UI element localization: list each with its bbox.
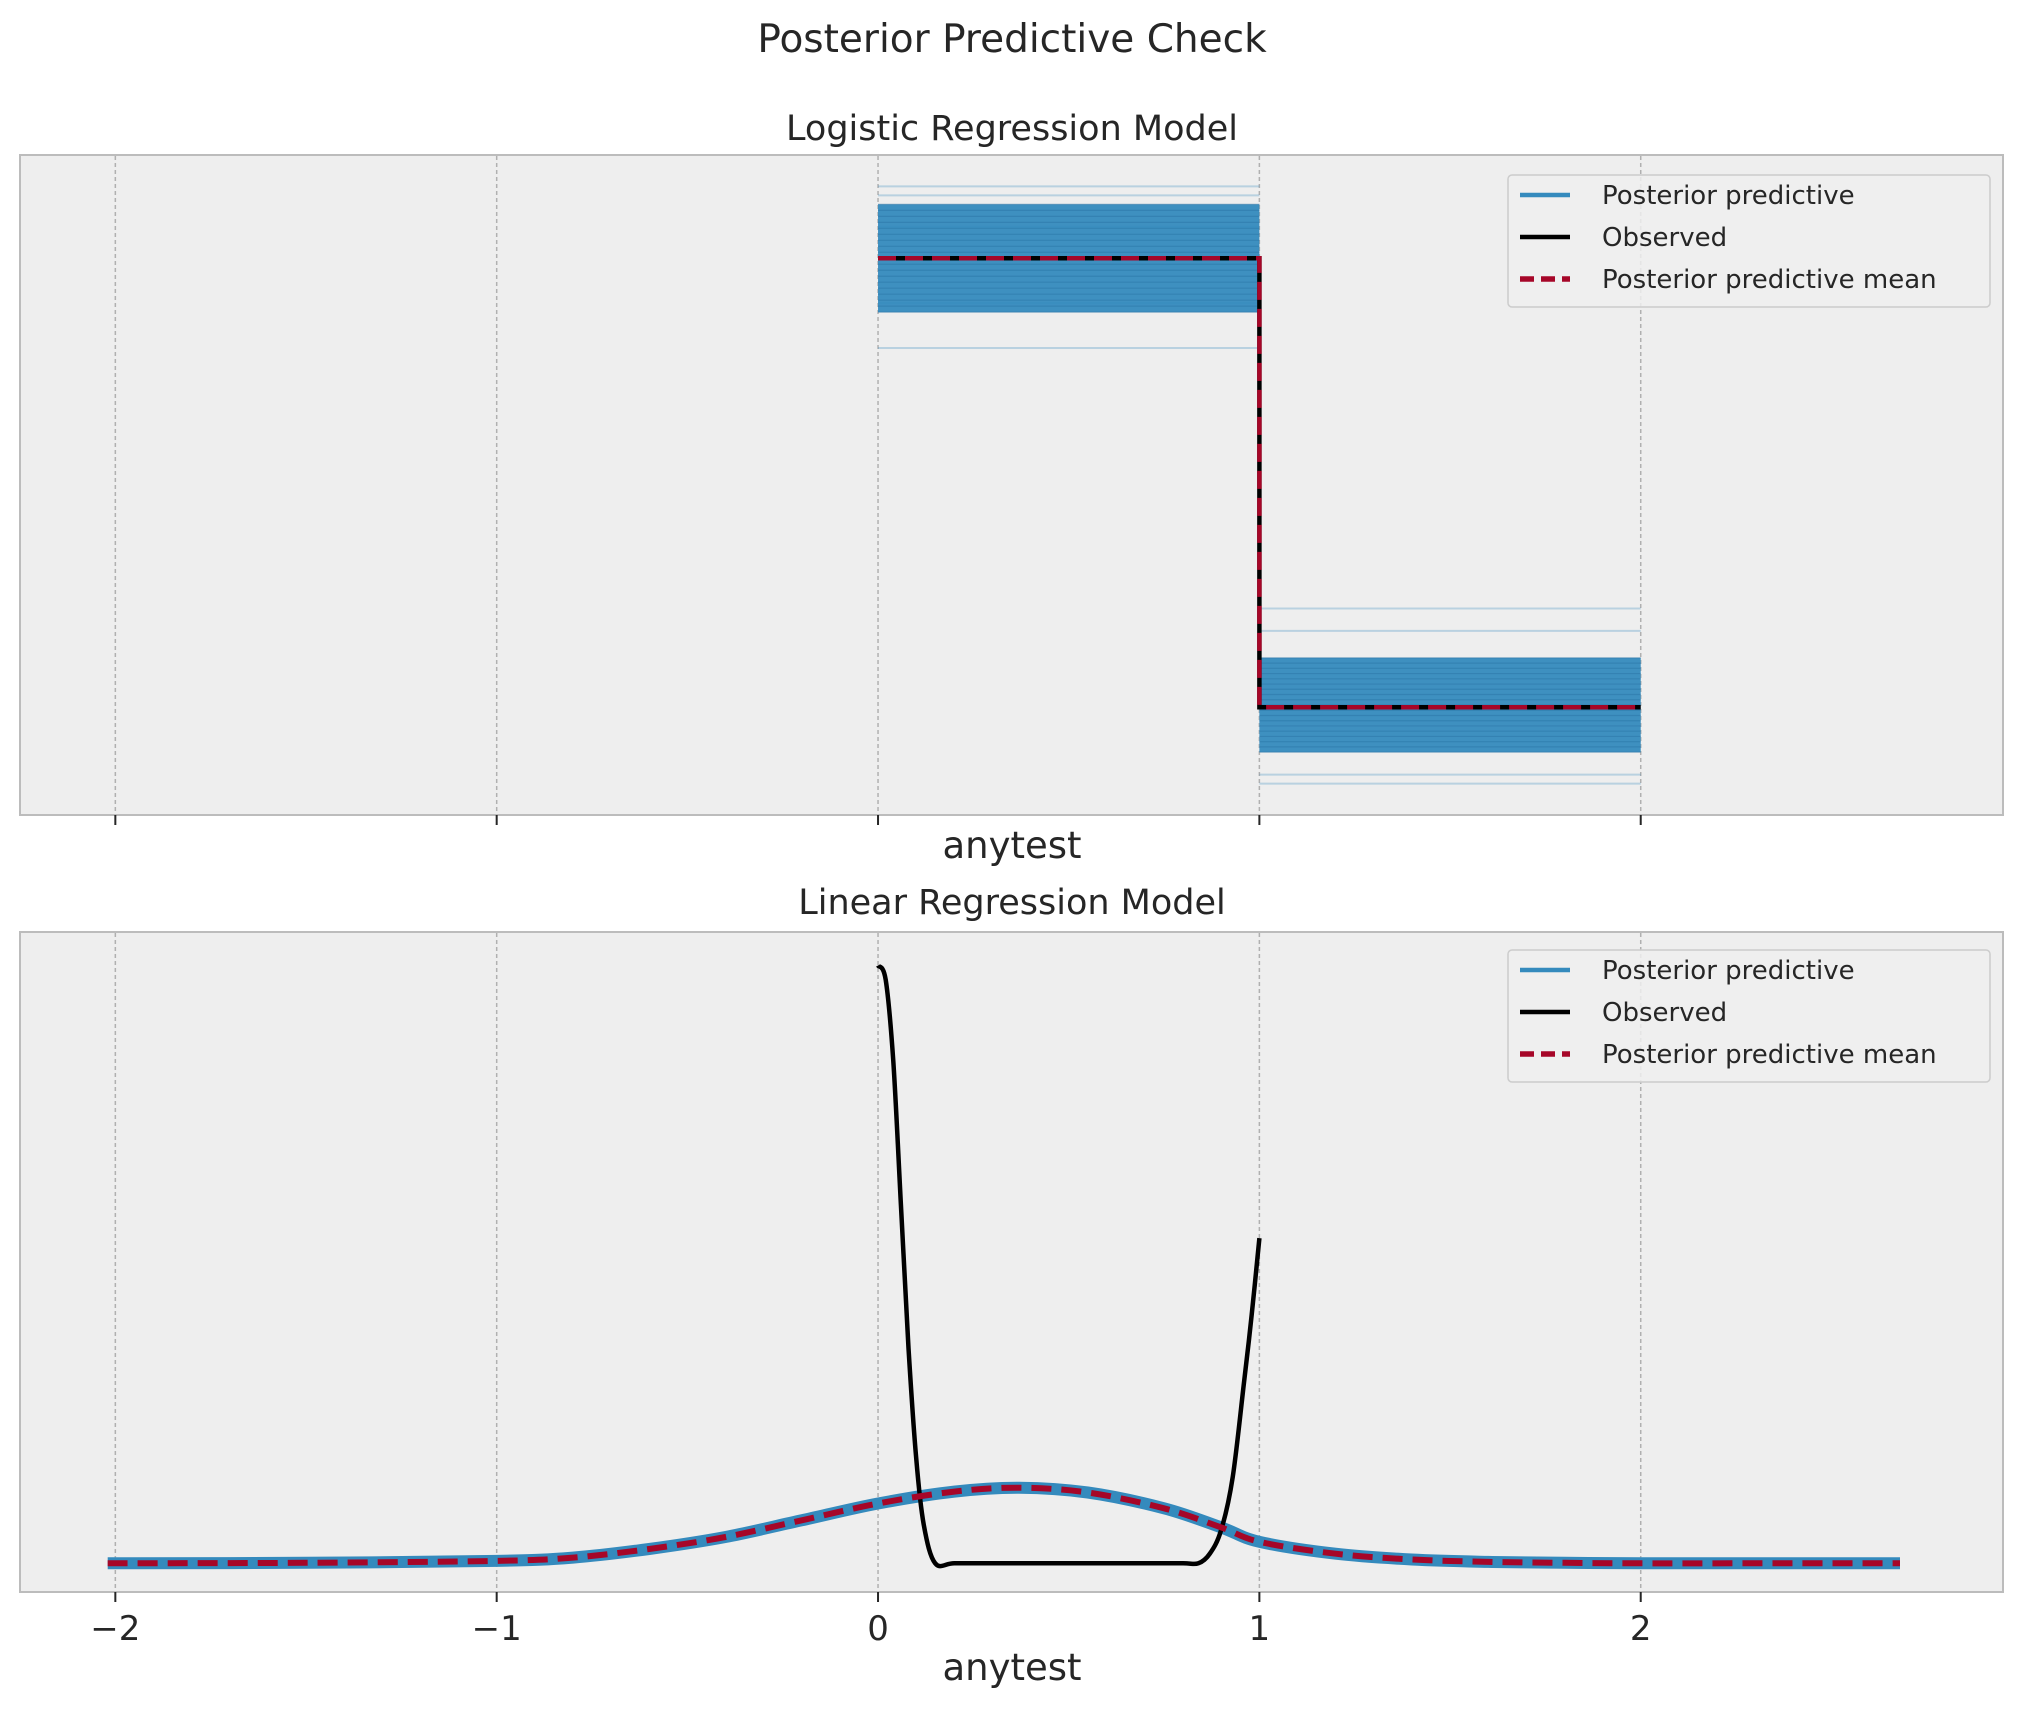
logistic-x-ticks [114,815,1642,825]
logistic-panel-title: Logistic Regression Model [786,109,1238,149]
linear-legend-box [1507,949,1991,1083]
logistic-legend-label-posterior-predictive: Posterior predictive [1602,181,1855,211]
linear-legend-label-mean: Posterior predictive mean [1602,1040,1937,1070]
linear-x-tick-label: −2 [90,1609,140,1649]
linear-x-tick-label: 1 [1249,1609,1271,1649]
linear-gridlines [114,933,1642,1591]
linear-panel-title: Linear Regression Model [798,883,1226,923]
linear-regression-panel: Linear Regression Model −2 −1 0 1 2 anytest … [19,883,2004,1689]
linear-x-axis-label: anytest [942,1646,1081,1689]
linear-x-ticks: −2 −1 0 1 2 [90,1592,1652,1649]
linear-posterior-predictive-mean-line [107,1484,1900,1567]
logistic-legend: Posterior predictive Observed Posterior … [1507,174,1991,308]
linear-x-tick-label: 0 [867,1609,889,1649]
logistic-regression-panel: Logistic Regression Model anytest Poster… [19,109,2004,867]
figure-title: Posterior Predictive Check [757,17,1267,62]
linear-x-tick-label: −1 [472,1609,522,1649]
linear-legend-label-posterior-predictive: Posterior predictive [1602,956,1855,986]
logistic-x-axis-label: anytest [942,824,1081,867]
linear-observed-line [876,963,1262,1569]
logistic-legend-label-mean: Posterior predictive mean [1602,265,1937,295]
linear-legend-label-observed: Observed [1602,998,1727,1028]
logistic-posterior-predictive-mean-line [878,256,1641,710]
logistic-legend-label-observed: Observed [1602,223,1727,253]
linear-x-tick-label: 2 [1630,1609,1652,1649]
logistic-legend-box [1507,174,1991,308]
linear-legend: Posterior predictive Observed Posterior … [1507,949,1991,1083]
